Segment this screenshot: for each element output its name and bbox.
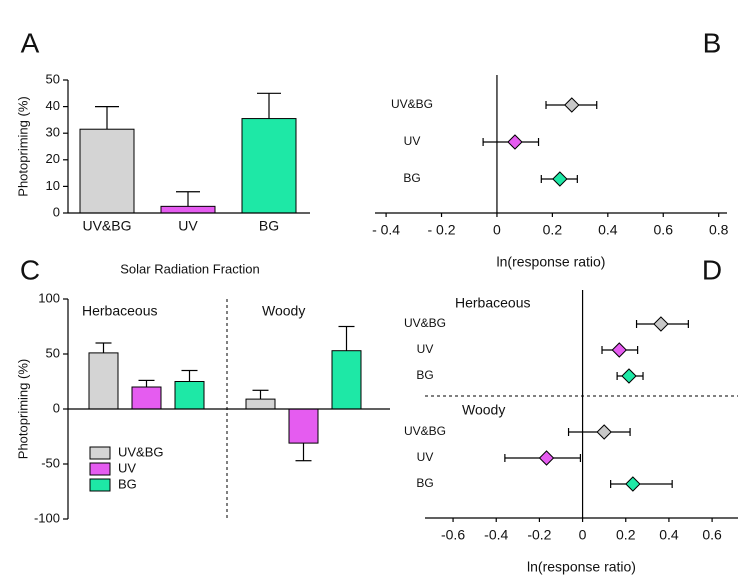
x-tick-label: - 0.2 bbox=[428, 222, 456, 238]
diamond bbox=[564, 97, 580, 113]
bar bbox=[288, 408, 319, 444]
bar bbox=[131, 386, 162, 410]
x-tick-label: UV&BG bbox=[82, 218, 131, 234]
legend-label: BG bbox=[118, 476, 137, 491]
row-label: BG bbox=[416, 368, 433, 382]
y-tick-label: 40 bbox=[46, 98, 60, 113]
row-label: UV bbox=[417, 342, 434, 356]
x-tick-label: -0.2 bbox=[527, 527, 551, 543]
x-tick-label: UV bbox=[178, 218, 198, 234]
panel-label: B bbox=[703, 27, 722, 58]
panel-label: C bbox=[20, 254, 40, 285]
legend-label: UV bbox=[118, 460, 136, 475]
bar bbox=[160, 205, 216, 214]
legend-swatch bbox=[89, 462, 111, 476]
legend-swatch bbox=[89, 446, 111, 460]
x-tick-label: 0.4 bbox=[598, 222, 618, 238]
group-label: Herbaceous bbox=[82, 303, 158, 319]
row-label: UV&BG bbox=[391, 97, 433, 111]
bar bbox=[79, 128, 135, 214]
y-axis-label: Photopriming (%) bbox=[15, 359, 30, 459]
x-tick-label: 0.2 bbox=[543, 222, 563, 238]
y-tick-label: 100 bbox=[38, 290, 60, 305]
bar bbox=[174, 381, 205, 410]
x-tick-label: 0.2 bbox=[616, 527, 636, 543]
y-tick-label: 0 bbox=[53, 204, 60, 219]
y-tick-label: 50 bbox=[46, 71, 60, 86]
y-tick-label: 50 bbox=[46, 345, 60, 360]
diamond bbox=[538, 450, 555, 466]
row-label: BG bbox=[416, 476, 433, 490]
group-label: Woody bbox=[462, 402, 505, 418]
x-axis-label: ln(response ratio) bbox=[527, 559, 636, 575]
y-tick-label: 0 bbox=[53, 400, 60, 415]
diamond bbox=[507, 134, 523, 150]
diamond bbox=[625, 476, 641, 492]
diamond bbox=[596, 424, 612, 440]
x-axis-label: ln(response ratio) bbox=[497, 254, 606, 270]
group-label: Herbaceous bbox=[455, 295, 531, 311]
legend-label: UV&BG bbox=[118, 444, 164, 459]
y-tick-label: -100 bbox=[34, 510, 60, 525]
x-tick-label: - 0.4 bbox=[372, 222, 400, 238]
panel-label: A bbox=[21, 27, 40, 58]
y-tick-label: 20 bbox=[46, 151, 60, 166]
x-tick-label: 0.6 bbox=[702, 527, 722, 543]
y-tick-label: 30 bbox=[46, 125, 60, 140]
x-tick-label: -0.6 bbox=[441, 527, 465, 543]
diamond bbox=[653, 316, 669, 332]
bar bbox=[88, 352, 119, 410]
x-tick-label: 0.4 bbox=[659, 527, 679, 543]
x-tick-label: 0 bbox=[493, 222, 501, 238]
x-tick-label: -0.4 bbox=[484, 527, 508, 543]
y-tick-label: 10 bbox=[46, 178, 60, 193]
row-label: UV bbox=[404, 134, 421, 148]
x-tick-label: 0.6 bbox=[654, 222, 674, 238]
group-label: Woody bbox=[262, 303, 305, 319]
row-label: UV&BG bbox=[404, 316, 446, 330]
diamond bbox=[621, 368, 637, 384]
y-axis-label: Photopriming (%) bbox=[15, 96, 30, 196]
diamond bbox=[611, 342, 627, 358]
x-tick-label: 0.8 bbox=[709, 222, 729, 238]
bar bbox=[241, 118, 297, 214]
panel-label: D bbox=[702, 254, 722, 285]
x-tick-label: 0 bbox=[579, 527, 587, 543]
x-axis-label: Solar Radiation Fraction bbox=[120, 261, 259, 276]
row-label: BG bbox=[403, 171, 420, 185]
row-label: UV bbox=[417, 450, 434, 464]
x-tick-label: BG bbox=[259, 218, 279, 234]
row-label: UV&BG bbox=[404, 424, 446, 438]
bar bbox=[331, 350, 362, 410]
diamond bbox=[552, 171, 568, 187]
y-tick-label: -50 bbox=[41, 455, 60, 470]
bar bbox=[245, 398, 276, 410]
legend-swatch bbox=[89, 478, 111, 492]
